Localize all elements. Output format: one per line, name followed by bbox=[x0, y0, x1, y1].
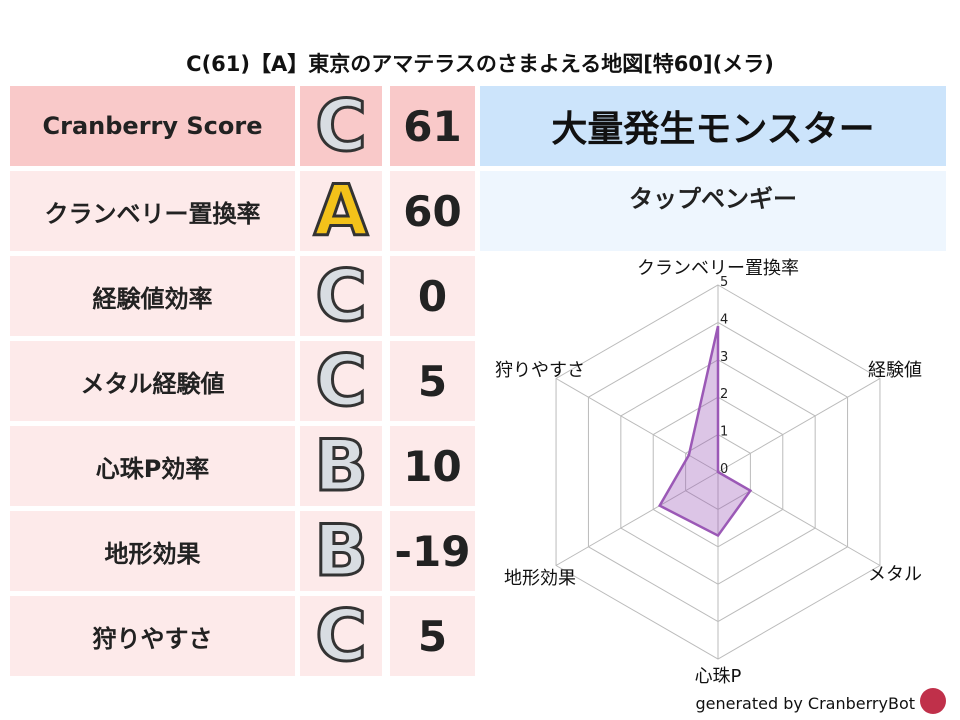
axis-label: 狩りやすさ bbox=[495, 360, 585, 381]
score-label: 経験値効率 bbox=[10, 256, 295, 336]
score-label: 狩りやすさ bbox=[10, 596, 295, 676]
cranberrybot-logo-icon bbox=[920, 688, 946, 714]
grid-spoke bbox=[717, 378, 881, 473]
grade-badge: B bbox=[300, 511, 382, 591]
monster-header: 大量発生モンスター bbox=[480, 86, 946, 166]
axis-label: 地形効果 bbox=[504, 568, 576, 589]
tick-label: 2 bbox=[720, 387, 728, 402]
grade-badge: C bbox=[300, 256, 382, 336]
grade-badge: C bbox=[300, 86, 382, 166]
page-title: C(61)【A】東京のアマテラスのさまよえる地図[特60](メラ) bbox=[186, 52, 774, 76]
axis-label: 心珠P bbox=[695, 666, 742, 687]
grade-letter: B bbox=[313, 510, 369, 592]
tick-label: 4 bbox=[720, 312, 728, 327]
score-value: 5 bbox=[390, 596, 475, 676]
data-series-polygon bbox=[657, 325, 753, 538]
axis-label: 経験値 bbox=[868, 360, 922, 381]
grade-letter: A bbox=[312, 170, 369, 252]
tick-label: 1 bbox=[720, 425, 728, 440]
score-value: 5 bbox=[390, 341, 475, 421]
grade-badge: C bbox=[300, 341, 382, 421]
score-label: クランベリー置換率 bbox=[10, 171, 295, 251]
score-label: 心珠P効率 bbox=[10, 426, 295, 506]
tick-label: 5 bbox=[720, 275, 728, 290]
grade-letter: C bbox=[314, 340, 368, 422]
footer-text: generated by CranberryBot bbox=[695, 694, 915, 713]
grade-letter: C bbox=[314, 595, 368, 677]
axis-label: クランベリー置換率 bbox=[637, 258, 799, 279]
grid-spoke bbox=[555, 471, 719, 566]
score-label: メタル経験値 bbox=[10, 341, 295, 421]
tick-label: 3 bbox=[720, 350, 728, 365]
grade-letter: C bbox=[314, 255, 368, 337]
grade-badge: B bbox=[300, 426, 382, 506]
score-value: -19 bbox=[390, 511, 475, 591]
grade-badge: C bbox=[300, 596, 382, 676]
score-value: 0 bbox=[390, 256, 475, 336]
axis-label: メタル bbox=[868, 564, 922, 585]
monster-name: タップペンギー bbox=[480, 171, 946, 251]
score-value: 61 bbox=[390, 86, 475, 166]
score-label: Cranberry Score bbox=[10, 86, 295, 166]
tick-label: 0 bbox=[720, 462, 728, 477]
score-value: 10 bbox=[390, 426, 475, 506]
grade-badge: A bbox=[300, 171, 382, 251]
grade-letter: C bbox=[314, 85, 368, 167]
grid-spoke bbox=[555, 378, 719, 473]
score-value: 60 bbox=[390, 171, 475, 251]
grade-letter: B bbox=[313, 425, 369, 507]
score-label: 地形効果 bbox=[10, 511, 295, 591]
